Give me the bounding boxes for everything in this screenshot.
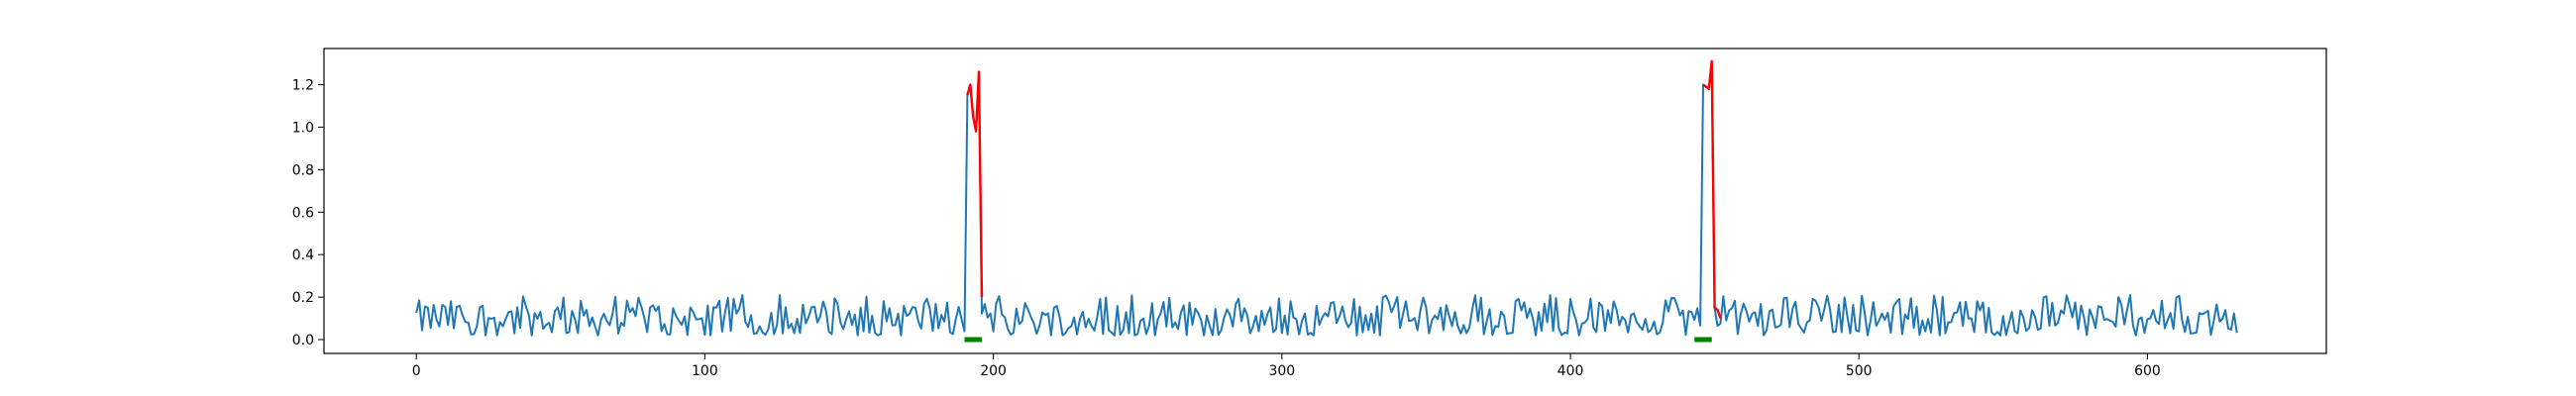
y-tick-label: 0.6 (292, 205, 314, 221)
y-tick-label: 1.0 (292, 120, 314, 136)
y-tick-label: 0.0 (292, 333, 314, 348)
x-tick-label: 400 (1557, 363, 1584, 379)
x-tick-label: 100 (692, 363, 718, 379)
y-tick-label: 0.8 (292, 162, 314, 178)
anomaly-highlight-line (1702, 59, 1722, 319)
x-tick-label: 300 (1268, 363, 1295, 379)
y-tick-label: 1.2 (292, 77, 314, 93)
axes-frame (323, 48, 2327, 354)
anomaly-highlight-line (966, 70, 984, 298)
signal-series-line (415, 59, 2238, 337)
x-tick-label: 500 (1846, 363, 1873, 379)
x-tick-label: 0 (412, 363, 421, 379)
y-tick-label: 0.2 (292, 290, 314, 306)
x-axis: 0 100 200 300 400 500 600 (412, 353, 2161, 379)
y-tick-label: 0.4 (292, 248, 314, 263)
x-tick-label: 200 (980, 363, 1007, 379)
y-axis: 0.0 0.2 0.4 0.6 0.8 1.0 1.2 (292, 77, 324, 348)
x-tick-label: 600 (2134, 363, 2161, 379)
plot-area (415, 59, 2238, 343)
